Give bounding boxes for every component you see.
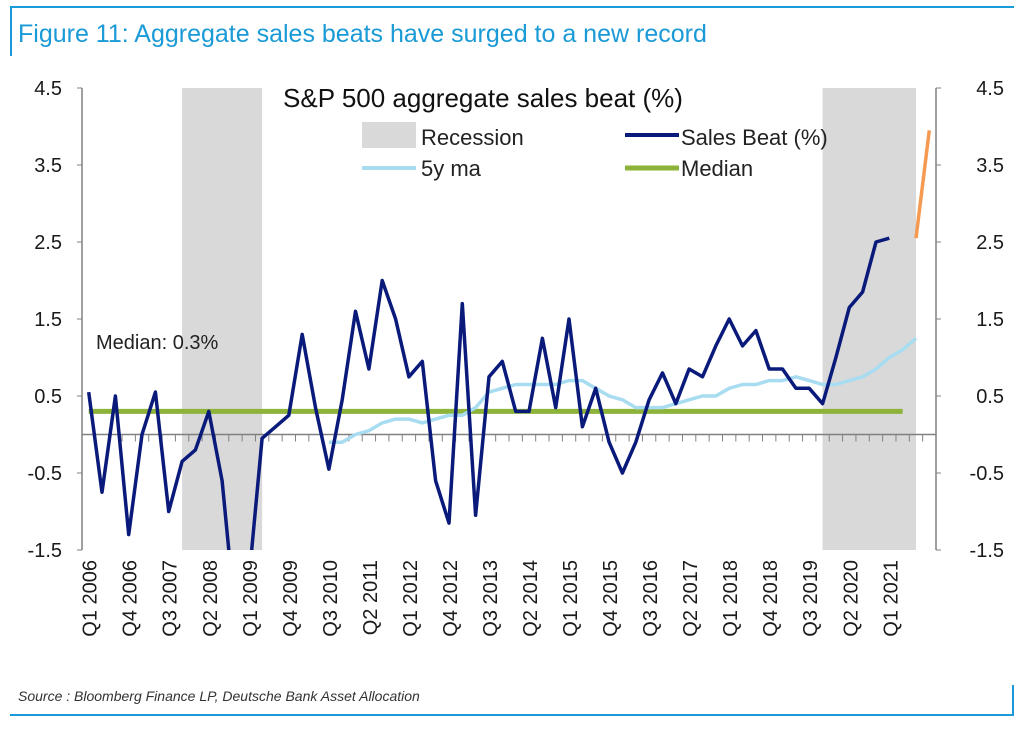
- x-tick-label: Q2 2017: [680, 560, 702, 637]
- x-tick-label: Q1 2006: [80, 560, 102, 637]
- y-tick-label-left: 2.5: [34, 232, 62, 254]
- frame-top-rule: [10, 6, 1014, 8]
- x-tick-label: Q1 2012: [400, 560, 422, 637]
- legend-recession-label: Recession: [421, 125, 524, 150]
- legend-sales-beat-label: Sales Beat (%): [681, 125, 828, 150]
- x-tick-label: Q4 2012: [440, 560, 462, 637]
- y-tick-label-left: 3.5: [34, 155, 62, 177]
- y-tick-label-left: -1.5: [28, 540, 62, 562]
- x-tick-label: Q4 2015: [600, 560, 622, 637]
- y-tick-label-right: 1.5: [976, 309, 1004, 331]
- x-tick-label: Q1 2018: [720, 560, 742, 637]
- y-tick-label-left: 0.5: [34, 386, 62, 408]
- x-tick-label: Q2 2014: [520, 560, 542, 637]
- legend-ma-label: 5y ma: [421, 156, 482, 181]
- legend-recession-swatch: [362, 122, 416, 148]
- source-note: Source : Bloomberg Finance LP, Deutsche …: [18, 688, 420, 704]
- series-line-1: [914, 130, 932, 239]
- y-tick-label-right: -0.5: [970, 463, 1004, 485]
- x-tick-label: Q4 2009: [280, 560, 302, 637]
- chart-title: S&P 500 aggregate sales beat (%): [283, 83, 683, 113]
- x-tick-label: Q4 2018: [760, 560, 782, 637]
- y-tick-label-right: 0.5: [976, 386, 1004, 408]
- frame-left-rule: [10, 6, 12, 56]
- x-tick-label: Q3 2010: [320, 560, 342, 637]
- series-line-2: [328, 336, 918, 444]
- x-tick-label: Q1 2009: [240, 560, 262, 637]
- recession-band-1: [822, 88, 916, 550]
- y-tick-label-left: 1.5: [34, 309, 62, 331]
- x-tick-label: Q3 2013: [480, 560, 502, 637]
- median-annotation: Median: 0.3%: [96, 332, 219, 354]
- y-tick-label-right: -1.5: [970, 540, 1004, 562]
- x-tick-label: Q1 2015: [560, 560, 582, 637]
- series-line-0: [86, 236, 890, 550]
- y-tick-label-right: 4.5: [976, 78, 1004, 100]
- x-tick-label: Q3 2019: [800, 560, 822, 637]
- x-tick-label: Q3 2016: [640, 560, 662, 637]
- x-tick-label: Q4 2006: [120, 560, 142, 637]
- x-tick-label: Q1 2021: [880, 560, 902, 637]
- x-tick-label: Q2 2020: [840, 560, 862, 637]
- frame-bottom-rule: [10, 714, 1014, 716]
- y-tick-label-left: -0.5: [28, 463, 62, 485]
- x-tick-label: Q2 2011: [360, 560, 382, 635]
- x-tick-label: Q2 2008: [200, 560, 222, 637]
- x-tick-label: Q3 2007: [160, 560, 182, 637]
- y-tick-label-right: 3.5: [976, 155, 1004, 177]
- y-tick-label-right: 2.5: [976, 232, 1004, 254]
- figure-title: Figure 11: Aggregate sales beats have su…: [18, 20, 707, 48]
- legend-median-label: Median: [681, 156, 753, 181]
- y-tick-label-left: 4.5: [34, 78, 62, 100]
- frame-right-rule: [1012, 685, 1014, 716]
